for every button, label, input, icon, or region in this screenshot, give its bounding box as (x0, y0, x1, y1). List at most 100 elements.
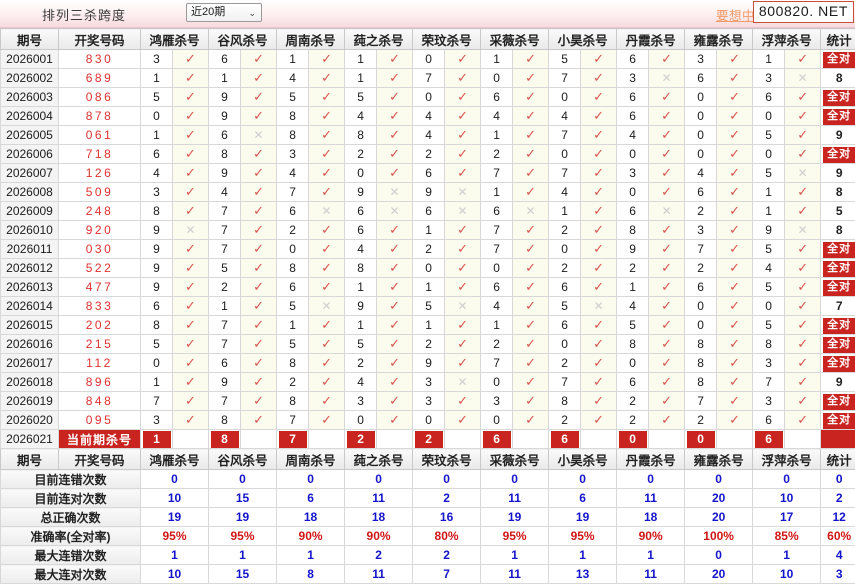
check-icon: ✓ (784, 182, 822, 202)
col-header-k3: 周南杀号 (276, 448, 346, 470)
cell-kill-value: 3 (412, 391, 446, 411)
cell-kill-value: 4 (276, 163, 310, 183)
cell-draw-number: 848 (58, 391, 141, 411)
cell-row-stat: 全对 (820, 391, 855, 411)
check-icon: ✓ (580, 372, 618, 392)
stats-cell: 0 (548, 469, 618, 489)
check-icon: ✓ (240, 258, 278, 278)
cell-kill-value: 2 (480, 144, 514, 164)
cross-icon: ✕ (444, 296, 482, 316)
cell-kill-value: 0 (480, 68, 514, 88)
check-icon: ✓ (716, 144, 754, 164)
col-header-draw: 开奖号码 (58, 28, 141, 50)
stats-cell: 1 (139, 545, 210, 565)
cell-kill-value: 8 (276, 125, 310, 145)
check-icon: ✓ (444, 220, 482, 240)
stats-cell: 19 (548, 507, 618, 527)
check-icon: ✓ (376, 49, 414, 69)
check-icon: ✓ (308, 144, 346, 164)
cell-kill-value: 3 (344, 391, 378, 411)
cell-kill-value: 7 (548, 163, 582, 183)
col-header-k7: 小昊杀号 (548, 448, 618, 470)
check-icon: ✓ (171, 182, 210, 202)
check-icon: ✓ (716, 353, 754, 373)
cell-row-stat: 全对 (820, 144, 855, 164)
cell-prediction-value: 6 (480, 429, 514, 449)
cell-kill-value: 0 (548, 239, 582, 259)
cell-issue: 2026009 (0, 201, 59, 221)
cross-icon: ✕ (512, 201, 550, 221)
cell-draw-number: 095 (58, 410, 141, 430)
check-icon: ✓ (648, 182, 686, 202)
cell-kill-value: 0 (616, 353, 650, 373)
cell-prediction-spacer (308, 429, 346, 449)
check-icon: ✓ (308, 239, 346, 259)
table-row: 2026013 477 9 ✓ 2 ✓ 6 ✓ 1 ✓ 1 ✓ 6 ✓ 6 ✓ 1 ✓ 6 ✓ 5 ✓ 全对 (0, 277, 855, 297)
check-icon: ✓ (240, 296, 278, 316)
check-icon: ✓ (784, 106, 822, 126)
check-icon: ✓ (716, 315, 754, 335)
check-icon: ✓ (171, 68, 210, 88)
check-icon: ✓ (648, 49, 686, 69)
cell-kill-value: 2 (616, 391, 650, 411)
cell-kill-value: 5 (276, 334, 310, 354)
cell-kill-value: 2 (548, 410, 582, 430)
cell-kill-value: 5 (548, 49, 582, 69)
cell-kill-value: 1 (276, 315, 310, 335)
stats-cell: 0 (684, 469, 754, 489)
period-select[interactable]: 近20期 ⌄ (186, 3, 262, 22)
cross-icon: ✕ (376, 201, 414, 221)
cell-kill-value: 0 (752, 296, 786, 316)
check-icon: ✓ (444, 277, 482, 297)
stats-cell: 95% (208, 526, 278, 546)
cell-kill-value: 1 (208, 296, 242, 316)
cell-prediction-spacer (784, 429, 822, 449)
cell-draw-number: 522 (58, 258, 141, 278)
cell-kill-value: 2 (412, 239, 446, 259)
col-header-k10: 浮萍杀号 (752, 448, 822, 470)
cell-kill-value: 3 (616, 68, 650, 88)
cell-kill-value: 2 (480, 334, 514, 354)
cell-kill-value: 8 (616, 334, 650, 354)
check-icon: ✓ (580, 353, 618, 373)
cell-kill-value: 5 (752, 163, 786, 183)
cell-kill-value: 4 (276, 68, 310, 88)
check-icon: ✓ (512, 163, 550, 183)
stats-cell: 90% (616, 526, 686, 546)
cell-kill-value: 6 (616, 49, 650, 69)
cell-kill-value: 1 (412, 277, 446, 297)
table-row: 2026017 112 0 ✓ 6 ✓ 8 ✓ 2 ✓ 9 ✓ 7 ✓ 2 ✓ 0 ✓ 8 ✓ 3 ✓ 全对 (0, 353, 855, 373)
cell-row-stat: 5 (820, 201, 855, 221)
cell-kill-value: 7 (684, 239, 718, 259)
stats-cell: 1 (480, 545, 550, 565)
check-icon: ✓ (240, 353, 278, 373)
cell-kill-value: 0 (684, 296, 718, 316)
col-header-k2: 谷风杀号 (208, 448, 278, 470)
check-icon: ✓ (376, 125, 414, 145)
cell-kill-value: 8 (276, 258, 310, 278)
stats-cell: 18 (344, 507, 414, 527)
check-icon: ✓ (171, 106, 210, 126)
cell-issue: 2026010 (0, 220, 59, 240)
cell-kill-value: 0 (412, 410, 446, 430)
cell-prediction-spacer (580, 429, 618, 449)
cell-draw-number: 830 (58, 49, 141, 69)
stats-cell: 0 (684, 545, 754, 565)
check-icon: ✓ (240, 410, 278, 430)
check-icon: ✓ (240, 68, 278, 88)
cell-draw-number: 248 (58, 201, 141, 221)
cell-kill-value: 4 (616, 296, 650, 316)
cell-row-stat: 全对 (820, 258, 855, 278)
cell-kill-value: 8 (752, 334, 786, 354)
kill-number-table: 期号 开奖号码 鸿雁杀号 谷风杀号 周南杀号 莼之杀号 荣玟杀号 采薇杀号 小昊杀号 丹霞杀号 雍露… (0, 28, 855, 584)
stats-cell: 19 (139, 507, 210, 527)
cell-prediction-issue: 2026021 (0, 429, 59, 449)
cell-kill-value: 7 (548, 372, 582, 392)
check-icon: ✓ (580, 410, 618, 430)
check-icon: ✓ (648, 106, 686, 126)
cell-row-stat: 9 (820, 163, 855, 183)
cell-kill-value: 2 (616, 410, 650, 430)
cell-draw-number: 126 (58, 163, 141, 183)
cell-issue: 2026012 (0, 258, 59, 278)
check-icon: ✓ (444, 410, 482, 430)
